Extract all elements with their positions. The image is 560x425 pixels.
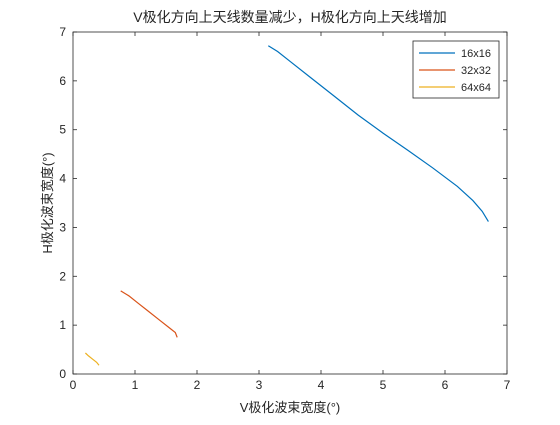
chart-title: V极化方向上天线数量减少，H极化方向上天线增加 (133, 9, 446, 25)
y-tick-label: 6 (59, 74, 66, 88)
series-line-16x16 (267, 45, 489, 222)
x-tick-label: 5 (380, 378, 387, 392)
legend-label-64x64: 64x64 (461, 82, 491, 94)
x-tick-label: 2 (194, 378, 201, 392)
series-line-32x32 (120, 290, 178, 338)
y-axis-title: H极化波束宽度(°) (40, 152, 55, 253)
legend-label-16x16: 16x16 (461, 48, 491, 60)
x-tick-label: 1 (132, 378, 139, 392)
x-tick-label: 4 (318, 378, 325, 392)
axes-box (72, 31, 508, 375)
y-tick-label: 5 (59, 123, 66, 137)
legend-label-32x32: 32x32 (461, 65, 491, 77)
y-tick-label: 7 (59, 25, 66, 39)
x-tick-label: 6 (442, 378, 449, 392)
legend: 16x16 32x32 64x64 (412, 40, 500, 99)
series-layer (84, 45, 489, 366)
x-tick-label: 3 (256, 378, 263, 392)
y-tick-label: 2 (59, 269, 66, 283)
axes-layer: 0 1 2 3 4 5 6 7 0 1 2 3 4 5 6 7 (59, 25, 510, 392)
y-tick-label: 4 (59, 172, 66, 186)
y-tick-label: 1 (59, 318, 66, 332)
y-tick-label: 0 (59, 367, 66, 381)
x-tick-label: 7 (504, 378, 511, 392)
y-tick-label: 3 (59, 220, 66, 234)
series-line-64x64 (84, 352, 100, 366)
x-axis-title: V极化波束宽度(°) (240, 400, 341, 415)
x-tick-label: 0 (70, 378, 77, 392)
